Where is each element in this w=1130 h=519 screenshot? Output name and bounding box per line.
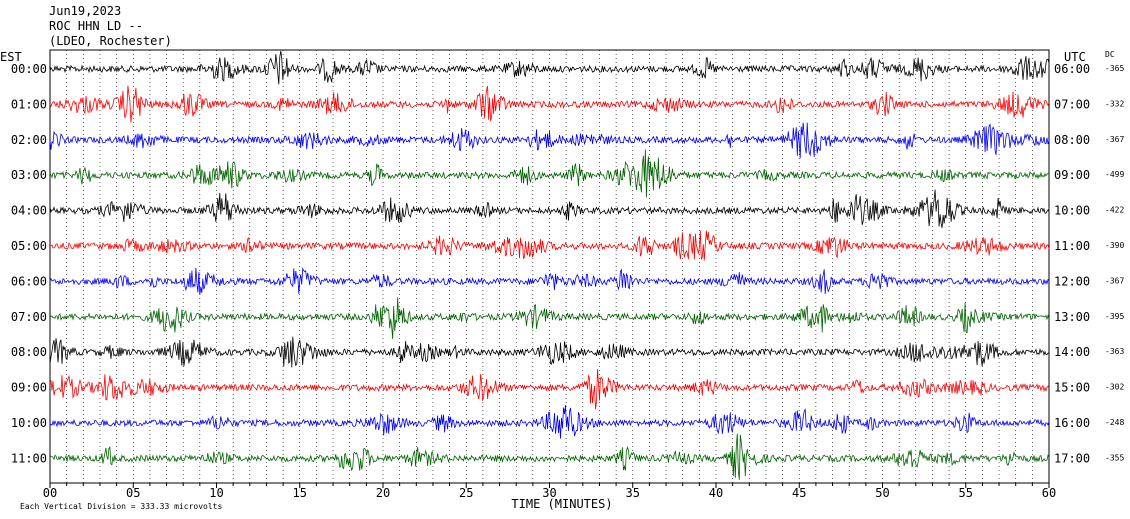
- est-time-label: 06:00: [11, 274, 47, 288]
- trace-line: [49, 405, 1050, 439]
- utc-time-label: 12:00: [1054, 274, 1090, 288]
- x-tick-label: 30: [542, 486, 556, 500]
- x-tick-label: 60: [1042, 486, 1056, 500]
- x-tick-label: 35: [626, 486, 640, 500]
- x-tick-label: 50: [875, 486, 889, 500]
- chart-date: Jun19,2023: [49, 4, 122, 18]
- x-tick-label: 10: [209, 486, 223, 500]
- trace-line: [49, 336, 1050, 368]
- dc-value-label: -499: [1105, 170, 1124, 179]
- trace-line: [49, 189, 1050, 228]
- dc-value-label: -332: [1105, 99, 1124, 108]
- utc-time-label: 08:00: [1054, 133, 1090, 147]
- trace-line: [49, 369, 1050, 410]
- trace-line: [49, 149, 1050, 198]
- trace-line: [49, 267, 1050, 295]
- dc-value-label: -422: [1105, 206, 1124, 215]
- trace-line: [49, 297, 1050, 340]
- est-time-label: 03:00: [11, 168, 47, 182]
- x-tick-label: 45: [792, 486, 806, 500]
- utc-time-label: 15:00: [1054, 381, 1090, 395]
- utc-time-label: 14:00: [1054, 345, 1090, 359]
- utc-time-label: 16:00: [1054, 416, 1090, 430]
- est-time-label: 07:00: [11, 310, 47, 324]
- est-time-label: 05:00: [11, 239, 47, 253]
- est-time-label: 04:00: [11, 204, 47, 218]
- utc-time-label: 07:00: [1054, 97, 1090, 111]
- dc-value-label: -302: [1105, 383, 1124, 392]
- dc-value-label: -365: [1105, 64, 1124, 73]
- trace-line: [49, 85, 1050, 123]
- est-time-label: 10:00: [11, 416, 47, 430]
- x-tick-label: 05: [126, 486, 140, 500]
- utc-time-label: 06:00: [1054, 62, 1090, 76]
- x-tick-label: 00: [43, 486, 57, 500]
- trace-line: [49, 122, 1050, 159]
- network-name: (LDEO, Rochester): [49, 34, 172, 48]
- x-tick-label: 55: [959, 486, 973, 500]
- dc-value-label: -367: [1105, 276, 1124, 285]
- dc-value-label: -395: [1105, 312, 1124, 321]
- est-time-label: 01:00: [11, 97, 47, 111]
- utc-time-label: 13:00: [1054, 310, 1090, 324]
- trace-line: [49, 50, 1050, 85]
- dc-header-label: DC: [1105, 50, 1115, 59]
- x-tick-label: 20: [376, 486, 390, 500]
- dc-value-label: -390: [1105, 241, 1124, 250]
- x-tick-label: 40: [709, 486, 723, 500]
- station-code: ROC HHN LD --: [49, 19, 143, 33]
- x-tick-label: 15: [293, 486, 307, 500]
- dc-value-label: -248: [1105, 418, 1124, 427]
- trace-line: [49, 433, 1050, 480]
- trace-line: [49, 230, 1050, 261]
- utc-time-label: 09:00: [1054, 168, 1090, 182]
- est-time-label: 00:00: [11, 62, 47, 76]
- est-axis-label: EST: [0, 50, 22, 64]
- est-time-label: 08:00: [11, 345, 47, 359]
- x-tick-label: 25: [459, 486, 473, 500]
- utc-axis-label: UTC: [1064, 50, 1086, 64]
- utc-time-label: 11:00: [1054, 239, 1090, 253]
- dc-value-label: -367: [1105, 135, 1124, 144]
- x-axis-label: TIME (MINUTES): [511, 497, 612, 511]
- utc-time-label: 17:00: [1054, 451, 1090, 465]
- dc-value-label: -363: [1105, 347, 1124, 356]
- est-time-label: 09:00: [11, 381, 47, 395]
- scale-footer: Each Vertical Division = 333.33 microvol…: [20, 502, 222, 511]
- est-time-label: 11:00: [11, 451, 47, 465]
- dc-value-label: -355: [1105, 453, 1124, 462]
- est-time-label: 02:00: [11, 133, 47, 147]
- utc-time-label: 10:00: [1054, 204, 1090, 218]
